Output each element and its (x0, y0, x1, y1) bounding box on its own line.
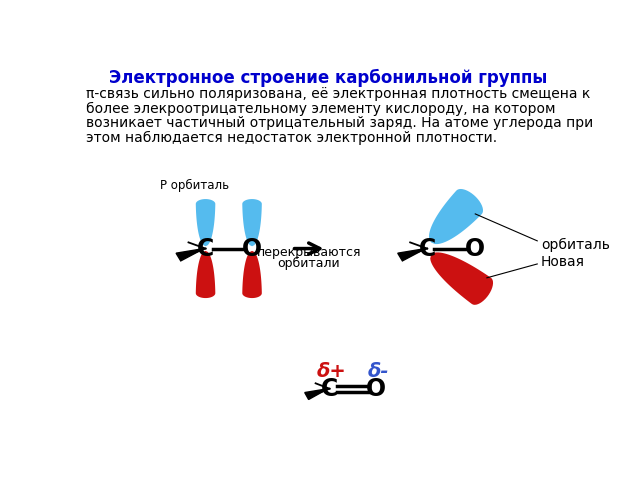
Text: возникает частичный отрицательный заряд. На атоме углерода при: возникает частичный отрицательный заряд.… (86, 116, 593, 130)
Text: δ+: δ+ (317, 362, 347, 381)
Text: Электронное строение карбонильной группы: Электронное строение карбонильной группы (109, 69, 547, 87)
Text: δ-: δ- (367, 362, 389, 381)
Text: C: C (321, 377, 338, 401)
Text: орбиталь: орбиталь (541, 238, 610, 252)
Polygon shape (176, 249, 204, 261)
Text: перекрываются: перекрываются (257, 246, 361, 259)
Text: O: O (465, 237, 485, 261)
Text: O: O (366, 377, 386, 401)
Text: Новая: Новая (541, 255, 585, 269)
Text: этом наблюдается недостаток электронной плотности.: этом наблюдается недостаток электронной … (86, 131, 497, 145)
PathPatch shape (430, 252, 493, 305)
Polygon shape (305, 389, 328, 399)
Text: π-связь сильно поляризована, её электронная плотность смещена к: π-связь сильно поляризована, её электрон… (86, 87, 591, 101)
PathPatch shape (243, 199, 262, 246)
PathPatch shape (243, 251, 262, 298)
Text: орбитали: орбитали (278, 257, 340, 270)
PathPatch shape (196, 251, 215, 298)
Text: более элекроотрицательному элементу кислороду, на котором: более элекроотрицательному элементу кисл… (86, 101, 556, 116)
Polygon shape (397, 249, 426, 261)
PathPatch shape (196, 199, 215, 246)
Text: C: C (197, 237, 214, 261)
Text: C: C (419, 237, 436, 261)
PathPatch shape (429, 189, 483, 244)
Text: Р орбиталь: Р орбиталь (160, 179, 229, 192)
Text: O: O (242, 237, 262, 261)
